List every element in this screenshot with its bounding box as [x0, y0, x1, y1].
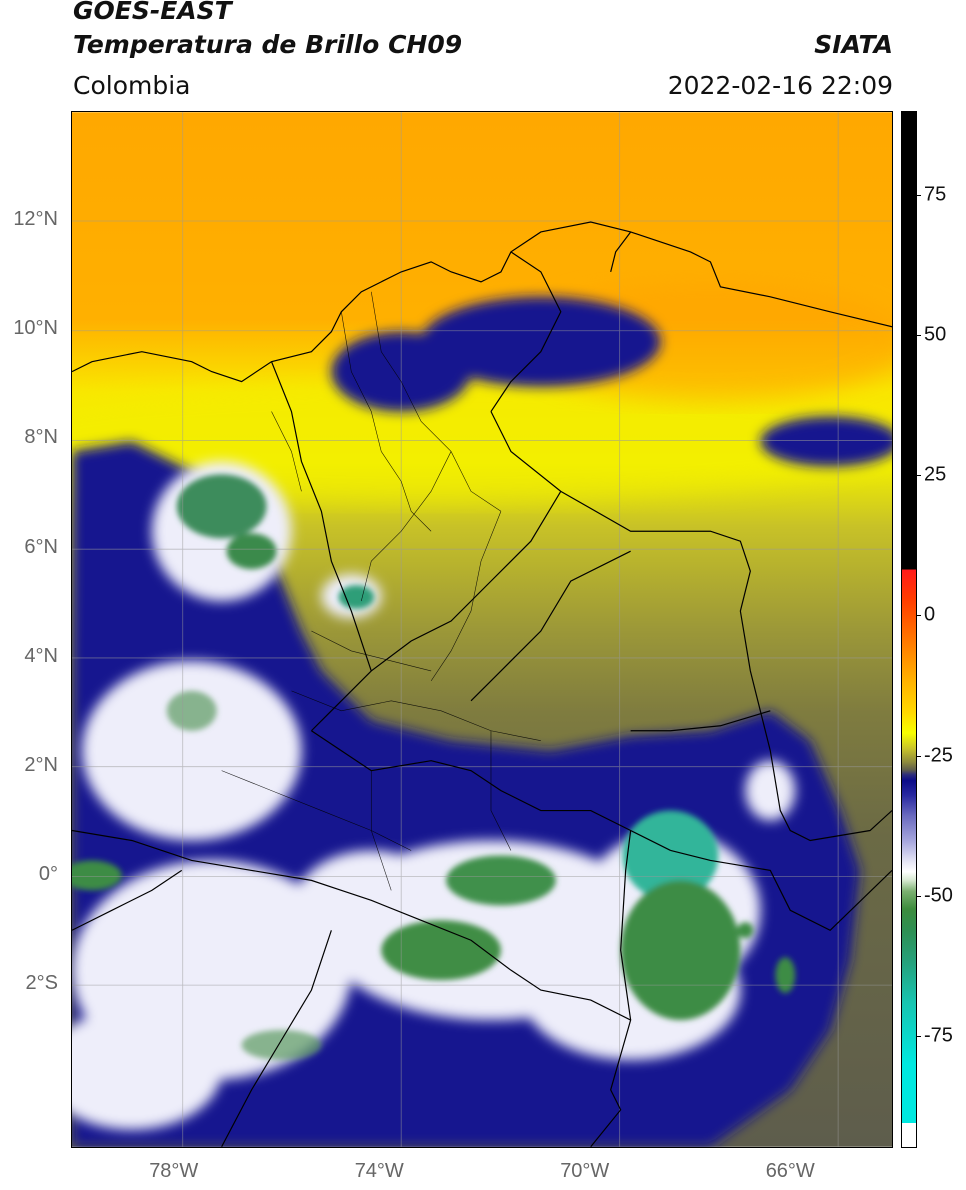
product-title: Temperatura de Brillo CH09: [73, 30, 463, 59]
lat-tick-label: 2°N: [24, 753, 58, 776]
yellow-band: [72, 381, 892, 502]
lat-tick-label: 6°N: [24, 535, 58, 558]
lon-tick-label: 66°W: [765, 1160, 815, 1182]
lat-tick-label: 10°N: [13, 317, 58, 340]
coastlines-and-borders: [72, 221, 892, 1147]
lat-tick-label: 12°N: [13, 208, 58, 231]
colorbar-tick-label: -25: [924, 744, 953, 767]
colorbar-tick: [916, 475, 921, 477]
department-borders: [221, 291, 541, 891]
colorbar-tick: [916, 895, 921, 897]
colorbar-tick: [916, 195, 921, 197]
colorbar-tick: [916, 755, 921, 757]
lat-tick-label: 0°: [38, 863, 58, 886]
satellite-title: GOES-EAST: [73, 0, 232, 25]
colorbar-tick-label: 75: [924, 183, 947, 206]
gridlines: [72, 112, 892, 1147]
agency-label: SIATA: [814, 30, 893, 59]
region-label: Colombia: [73, 71, 191, 100]
lat-tick-label: 8°N: [24, 426, 58, 449]
colorbar-tick: [916, 615, 921, 617]
datetime-label: 2022-02-16 22:09: [667, 71, 893, 100]
colorbar-tick-label: -50: [924, 884, 953, 907]
colorbar: [901, 111, 917, 1148]
colorbar-tick-label: -75: [924, 1024, 953, 1047]
colorbar-tick-label: 0: [924, 603, 936, 626]
colorbar-tick-label: 25: [924, 463, 947, 486]
colorbar-tick: [916, 335, 921, 337]
lat-tick-label: 4°N: [24, 644, 58, 667]
colorbar-tick: [916, 1035, 921, 1037]
lon-tick-label: 70°W: [560, 1160, 610, 1182]
brightness-temperature-map: [71, 111, 893, 1148]
lat-tick-label: 2°S: [25, 972, 58, 995]
lon-tick-label: 78°W: [149, 1160, 199, 1182]
map-panel: [71, 111, 893, 1148]
colorbar-tick-label: 50: [924, 323, 947, 346]
lon-tick-label: 74°W: [354, 1160, 404, 1182]
